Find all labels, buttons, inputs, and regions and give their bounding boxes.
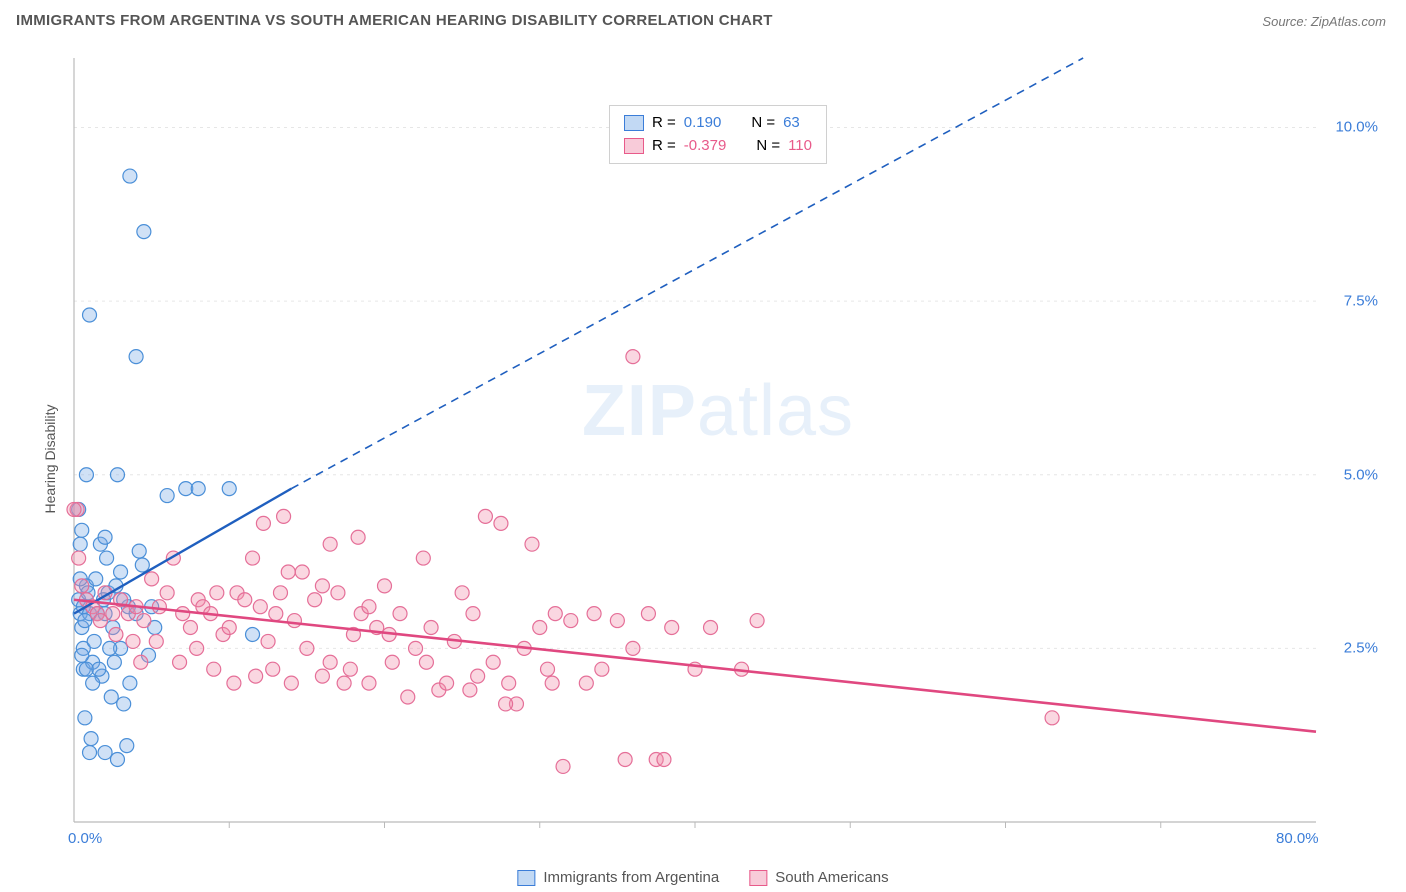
r-value-argentina: 0.190 <box>684 112 722 135</box>
n-value-argentina: 63 <box>783 112 800 135</box>
n-value-southamerican: 110 <box>788 135 812 158</box>
legend-row-argentina: R = 0.190 N = 63 <box>624 112 812 135</box>
legend-label-argentina: Immigrants from Argentina <box>543 869 719 886</box>
source-attribution: Source: ZipAtlas.com <box>1262 14 1386 29</box>
legend-row-southamerican: R = -0.379 N = 110 <box>624 135 812 158</box>
correlation-legend: R = 0.190 N = 63 R = -0.379 N = 110 <box>609 105 827 164</box>
r-label: R = <box>652 112 676 135</box>
r-label: R = <box>652 135 676 158</box>
chart-area: Hearing Disability ZIPatlas R = 0.190 N … <box>50 50 1386 852</box>
series-legend: Immigrants from Argentina South American… <box>517 869 888 886</box>
n-label: N = <box>756 135 780 158</box>
source-label: Source: <box>1262 14 1307 29</box>
swatch-blue <box>624 115 644 131</box>
legend-item-argentina: Immigrants from Argentina <box>517 869 719 886</box>
swatch-pink <box>624 138 644 154</box>
n-label: N = <box>751 112 775 135</box>
scatter-plot-svg <box>50 50 1386 852</box>
legend-label-southamerican: South Americans <box>775 869 888 886</box>
chart-title: IMMIGRANTS FROM ARGENTINA VS SOUTH AMERI… <box>16 12 773 29</box>
r-value-southamerican: -0.379 <box>684 135 727 158</box>
swatch-blue <box>517 870 535 886</box>
source-name: ZipAtlas.com <box>1311 14 1386 29</box>
legend-item-southamerican: South Americans <box>749 869 888 886</box>
swatch-pink <box>749 870 767 886</box>
